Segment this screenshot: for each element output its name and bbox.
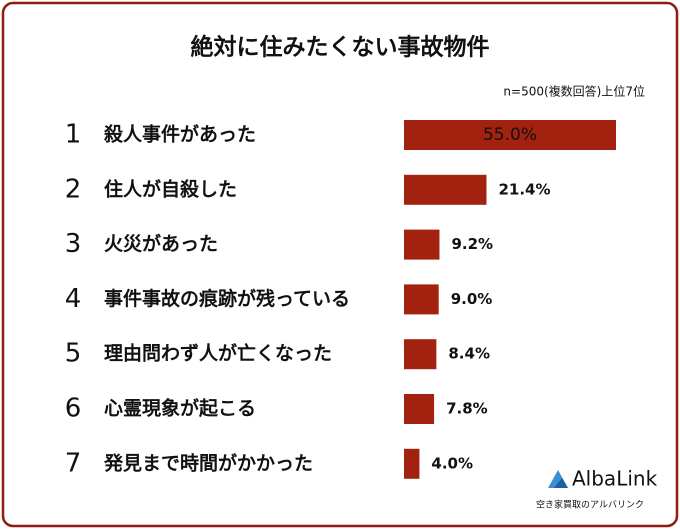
category-label: 心霊現象が起こる [104,397,256,420]
rank: 1 [65,120,82,150]
rank: 2 [65,174,82,204]
rank: 4 [65,284,82,314]
rank: 5 [65,339,82,369]
brand-icon-part [554,478,568,488]
rank: 7 [65,448,82,478]
category-label: 火災があった [104,232,218,255]
category-label: 発見まで時間がかかった [103,451,313,474]
bar [404,284,439,315]
rank: 6 [65,394,82,424]
value-label: 55.0% [483,125,537,145]
value-label: 7.8% [446,400,488,418]
value-label: 4.0% [431,454,473,472]
brand-name: AlbaLink [572,467,658,491]
bar [404,339,437,370]
chart-title: 絶対に住みたくない事故物件 [191,34,490,61]
category-label: 住人が自殺した [104,177,237,200]
bar [404,120,616,150]
bar [404,394,435,424]
brand: AlbaLink 空き家買取のアルバリンク [536,467,658,511]
bar [404,448,420,479]
value-label: 9.0% [451,290,493,308]
value-label: 9.2% [451,235,493,253]
subtitle: n=500(複数回答)上位7位 [503,84,645,99]
value-label: 21.4% [498,180,550,198]
brand-tagline: 空き家買取のアルバリンク [536,499,644,511]
category-label: 事件事故の痕跡が残っている [104,287,350,310]
bar [404,229,440,260]
bar [404,174,487,205]
rank: 3 [65,229,82,259]
value-label: 8.4% [448,345,490,363]
category-label: 殺人事件があった [103,123,256,146]
category-label: 理由問わず人が亡くなった [104,342,332,365]
